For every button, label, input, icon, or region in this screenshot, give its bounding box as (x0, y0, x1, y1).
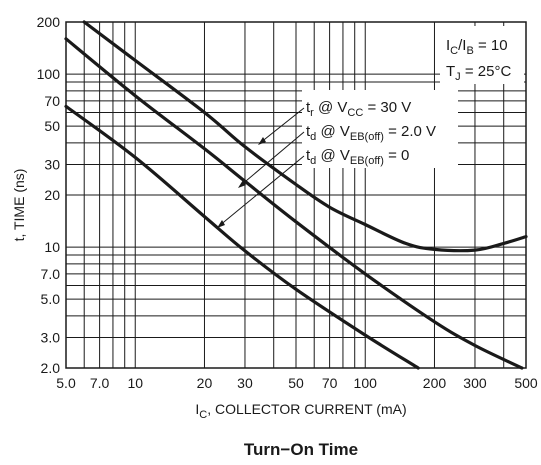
condition-ic-ib: IC/IB = 10 (446, 37, 508, 57)
condition-tj: TJ = 25°C (446, 63, 511, 83)
series-layer (64, 20, 528, 370)
y-tick-label: 70 (44, 93, 60, 109)
x-tick-label: 7.0 (90, 375, 110, 391)
x-tick-label: 70 (322, 375, 338, 391)
x-tick-label: 500 (514, 375, 538, 391)
x-tick-label: 20 (197, 375, 213, 391)
label-tr: tr @ VCC = 30 V (306, 99, 411, 119)
label-td-0: td @ VEB(off) = 0 (306, 147, 409, 167)
arrowhead-tr (258, 137, 266, 145)
arrowhead-td-2v (238, 180, 246, 188)
y-tick-label: 20 (44, 187, 60, 203)
y-tick-label: 2.0 (41, 360, 61, 376)
y-tick-label: 50 (44, 118, 60, 134)
y-tick-label: 7.0 (41, 266, 61, 282)
series-td-veb-0 (64, 104, 420, 370)
arrowhead-td-0 (217, 220, 225, 228)
x-tick-label: 30 (237, 375, 253, 391)
tick-labels: 5.0 7.0 10 20 30 50 70 100 200 300 500 2.0 3.0 5.0 7.0… (37, 14, 538, 391)
plot-grid (65, 21, 527, 369)
y-tick-label: 30 (44, 157, 60, 173)
series-td-veb-2v (64, 37, 524, 370)
arrow-tr (259, 107, 305, 144)
y-tick-label: 100 (37, 66, 61, 82)
series-labels-box (302, 90, 458, 168)
x-tick-label: 50 (288, 375, 304, 391)
plot-frame (65, 21, 527, 369)
x-tick-label: 300 (463, 375, 487, 391)
arrow-td-0 (218, 155, 305, 227)
chart-caption: Turn−On Time (244, 440, 358, 459)
y-tick-label: 5.0 (41, 291, 61, 307)
x-tick-label: 200 (423, 375, 447, 391)
label-td-2v: td @ VEB(off) = 2.0 V (306, 123, 436, 143)
pointer-arrows (217, 107, 305, 228)
conditions-box (440, 26, 524, 84)
y-tick-label: 3.0 (41, 330, 61, 346)
y-axis-label: t, TIME (ns) (11, 169, 27, 242)
y-tick-label: 10 (44, 239, 60, 255)
y-tick-label: 200 (37, 14, 61, 30)
x-tick-label: 10 (127, 375, 143, 391)
x-axis-label: IC, COLLECTOR CURRENT (mA) (195, 401, 406, 421)
arrow-td-2v (239, 131, 305, 187)
series-tr-vcc-30v (82, 20, 528, 253)
x-tick-label: 100 (354, 375, 378, 391)
x-tick-label: 5.0 (56, 375, 76, 391)
